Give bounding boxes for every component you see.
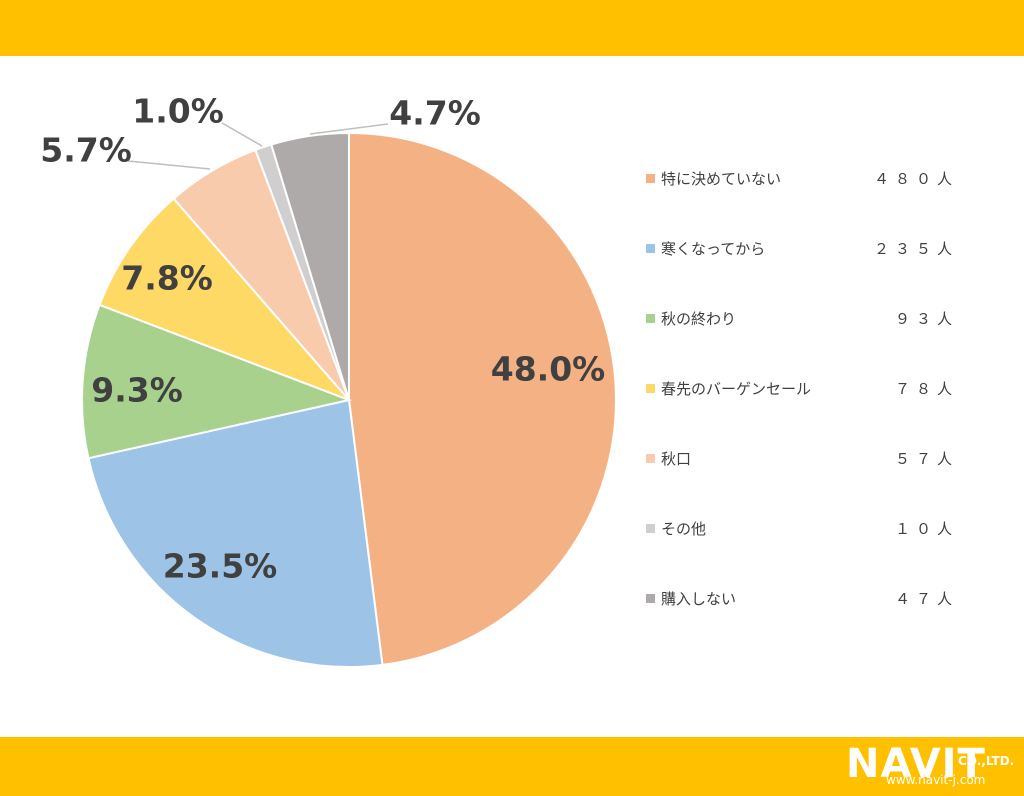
bottom-band bbox=[0, 737, 1024, 796]
legend-count: ４７人 bbox=[894, 589, 958, 608]
legend-count: ４８０人 bbox=[873, 169, 958, 188]
navit-logo: NAVIT CO.,LTD. www.navit-j.com bbox=[846, 740, 1022, 794]
legend-count: ７８人 bbox=[894, 379, 958, 398]
legend-swatch bbox=[646, 243, 655, 253]
leader-lines bbox=[127, 122, 389, 170]
slice-pct-label: 4.7% bbox=[389, 94, 481, 133]
slice-pct-label: 7.8% bbox=[121, 259, 213, 298]
legend-count: ９３人 bbox=[894, 309, 958, 328]
legend-item: 秋口 ５７人 bbox=[646, 446, 966, 470]
logo-url: www.navit-j.com bbox=[886, 773, 986, 787]
leader-line bbox=[221, 122, 263, 147]
pie-slice bbox=[81, 303, 353, 460]
legend-count: ２３５人 bbox=[873, 239, 958, 258]
legend-swatch bbox=[646, 453, 655, 463]
legend-swatch bbox=[646, 523, 655, 533]
legend-label: 寒くなってから bbox=[661, 239, 766, 258]
legend-swatch bbox=[646, 383, 655, 393]
legend-count: ５７人 bbox=[894, 449, 958, 468]
pie-slices bbox=[81, 131, 617, 668]
leader-line bbox=[309, 123, 389, 135]
legend-label: 秋口 bbox=[661, 449, 692, 468]
slice-pct-label: 23.5% bbox=[163, 547, 278, 586]
slice-pct-label: 48.0% bbox=[491, 350, 606, 389]
legend-swatch bbox=[646, 313, 655, 323]
slice-pct-label: 5.7% bbox=[40, 131, 132, 170]
pie-slice bbox=[98, 197, 350, 401]
legend-item: 寒くなってから ２３５人 bbox=[646, 236, 966, 260]
legend-label: 特に決めていない bbox=[661, 169, 782, 188]
legend-swatch bbox=[646, 593, 655, 603]
legend-item: 購入しない ４７人 bbox=[646, 586, 966, 610]
pie-slice bbox=[87, 398, 384, 668]
leader-line bbox=[127, 160, 211, 170]
legend-count: １０人 bbox=[894, 519, 958, 538]
legend-label: 秋の終わり bbox=[661, 309, 737, 328]
legend-item: その他 １０人 bbox=[646, 516, 966, 540]
slice-pct-label: 9.3% bbox=[91, 371, 183, 410]
legend-label: その他 bbox=[661, 519, 707, 538]
logo-suffix: CO.,LTD. bbox=[958, 754, 1015, 768]
legend-label: 購入しない bbox=[661, 589, 737, 608]
pie-chart: 48.0% 23.5% 9.3% 7.8% 5.7%1.0% 4.7% bbox=[40, 92, 617, 668]
top-band bbox=[0, 0, 1024, 56]
legend-item: 春先のバーゲンセール ７８人 bbox=[646, 376, 966, 400]
legend-label: 春先のバーゲンセール bbox=[661, 379, 812, 398]
slice-pct-label: 1.0% bbox=[132, 92, 224, 131]
pie-slice bbox=[348, 131, 617, 667]
pie-slice bbox=[270, 131, 350, 401]
legend-swatch bbox=[646, 173, 655, 183]
pie-labels: 48.0% 23.5% 9.3% 7.8% 5.7%1.0% 4.7% bbox=[40, 92, 605, 586]
legend-item: 特に決めていない ４８０人 bbox=[646, 166, 966, 190]
logo-name: NAVIT bbox=[846, 741, 986, 787]
legend-item: 秋の終わり ９３人 bbox=[646, 306, 966, 330]
